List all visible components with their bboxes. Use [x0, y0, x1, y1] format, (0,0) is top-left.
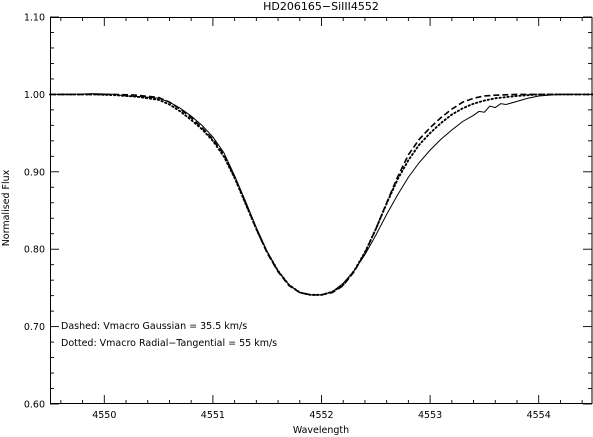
y-axis-ticks: 0.60 0.70 0.80 0.90 1.00 1.10 — [24, 13, 592, 411]
x-tick-label: 4550 — [92, 410, 116, 421]
y-tick-label: 1.10 — [24, 13, 45, 24]
x-axis-label: Wavelength — [293, 425, 349, 436]
y-tick-label: 0.60 — [24, 400, 45, 411]
solid-series-line — [50, 93, 593, 296]
x-axis-ticks: 4550 4551 4552 4553 4554 — [60, 17, 583, 421]
annotation-dashed-model: Dashed: Vmacro Gaussian = 35.5 km/s — [61, 321, 247, 332]
y-axis-label: Normalised Flux — [1, 169, 12, 246]
x-tick-label: 4554 — [527, 410, 551, 421]
annotation-dotted-model: Dotted: Vmacro Radial−Tangential = 55 km… — [61, 338, 277, 349]
y-tick-label: 1.00 — [24, 90, 45, 101]
y-tick-label: 0.90 — [24, 167, 45, 178]
chart-title: HD206165−SiIII4552 — [263, 0, 379, 13]
dashed-series-line — [50, 93, 593, 296]
y-tick-label: 0.70 — [24, 322, 45, 333]
x-tick-label: 4553 — [418, 410, 442, 421]
dotted-series-line — [49, 93, 593, 296]
x-tick-label: 4551 — [201, 410, 225, 421]
series-layer — [49, 93, 593, 296]
y-tick-label: 0.80 — [24, 245, 45, 256]
x-tick-label: 4552 — [309, 410, 333, 421]
